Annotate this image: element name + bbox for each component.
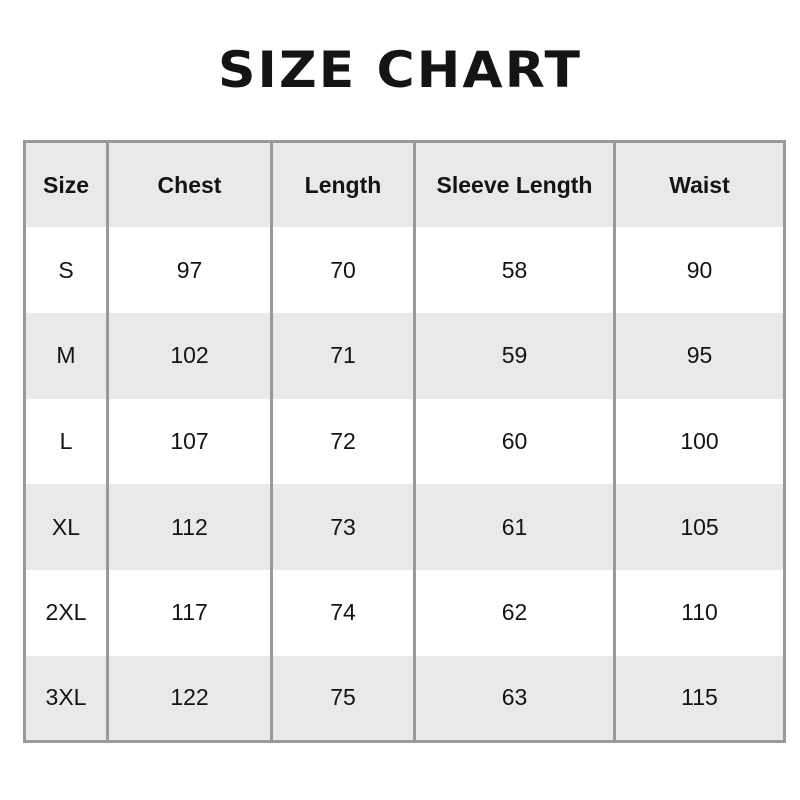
size-label-cell: 3XL	[23, 655, 109, 742]
size-label-cell: XL	[23, 484, 109, 570]
measurement-cell: 90	[613, 227, 786, 313]
size-label-cell: L	[23, 398, 109, 485]
page-title: SIZE CHART	[217, 41, 583, 99]
measurement-cell: 107	[106, 398, 273, 485]
size-table-header: Size Chest Length Sleeve Length Waist	[23, 141, 786, 228]
measurement-cell: 100	[613, 398, 786, 485]
measurement-cell: 60	[413, 398, 616, 485]
table-row: XL 112 73 61 105	[23, 484, 786, 570]
measurement-cell: 117	[106, 569, 273, 656]
measurement-cell: 70	[270, 227, 416, 313]
column-header: Sleeve Length	[413, 141, 616, 228]
measurement-cell: 115	[613, 655, 786, 742]
table-row: S 97 70 58 90	[23, 227, 786, 313]
measurement-cell: 75	[270, 655, 416, 742]
page-title-wrap: SIZE CHART	[0, 0, 800, 140]
measurement-cell: 105	[613, 484, 786, 570]
column-header: Waist	[613, 141, 786, 228]
measurement-cell: 95	[613, 312, 786, 399]
measurement-cell: 122	[106, 655, 273, 742]
size-label-cell: S	[23, 227, 109, 313]
measurement-cell: 110	[613, 569, 786, 656]
table-row: 2XL 117 74 62 110	[23, 569, 786, 656]
table-row: 3XL 122 75 63 115	[23, 655, 786, 742]
column-header: Length	[270, 141, 416, 228]
measurement-cell: 97	[106, 227, 273, 313]
size-label-cell: 2XL	[23, 569, 109, 656]
measurement-cell: 72	[270, 398, 416, 485]
measurement-cell: 61	[413, 484, 616, 570]
measurement-cell: 74	[270, 569, 416, 656]
measurement-cell: 59	[413, 312, 616, 399]
column-header: Chest	[106, 141, 273, 228]
table-row: L 107 72 60 100	[23, 398, 786, 485]
measurement-cell: 71	[270, 312, 416, 399]
size-table-body: S 97 70 58 90 M 102 71 59 95 L 107 72 60 100 XL 112 73 61 1…	[23, 227, 786, 742]
header-row: Size Chest Length Sleeve Length Waist	[23, 141, 786, 228]
size-table: Size Chest Length Sleeve Length Waist S 97 70 5…	[23, 140, 786, 743]
measurement-cell: 112	[106, 484, 273, 570]
measurement-cell: 73	[270, 484, 416, 570]
table-row: M 102 71 59 95	[23, 312, 786, 399]
size-label-cell: M	[23, 312, 109, 399]
column-header: Size	[23, 141, 109, 228]
measurement-cell: 62	[413, 569, 616, 656]
measurement-cell: 58	[413, 227, 616, 313]
measurement-cell: 63	[413, 655, 616, 742]
measurement-cell: 102	[106, 312, 273, 399]
